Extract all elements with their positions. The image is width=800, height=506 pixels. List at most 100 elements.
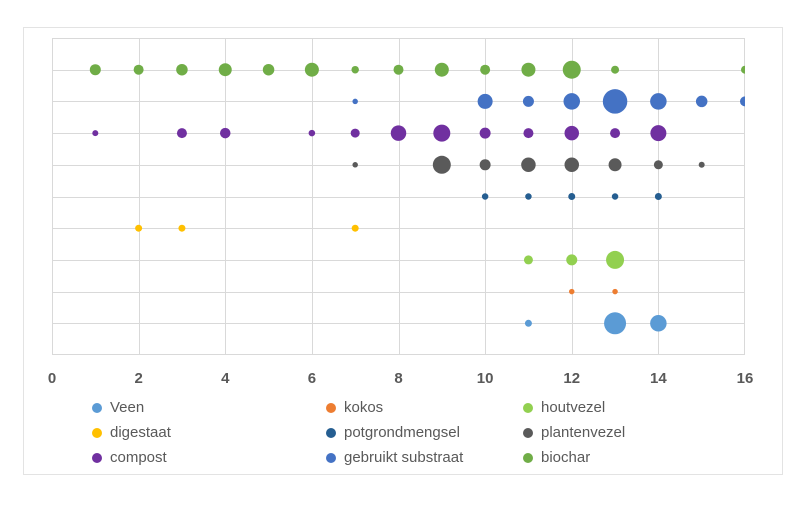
legend-marker-icon	[92, 427, 102, 438]
x-axis: 0 2 4 6 8 10 12 14 16	[24, 368, 782, 390]
data-point-biochar	[521, 62, 536, 77]
x-tick-label: 0	[47, 370, 57, 387]
legend-label: plantenvezel	[541, 424, 626, 441]
data-point-biochar	[611, 65, 620, 74]
data-point-compost	[390, 125, 407, 141]
data-point-gebruikt-substraat	[602, 89, 628, 114]
legend-item-compost: compost	[92, 450, 326, 465]
x-tick-label: 4	[221, 370, 230, 387]
data-point-plantenvezel	[521, 157, 536, 173]
legend-marker-icon	[523, 427, 533, 438]
legend-marker-icon	[326, 452, 336, 463]
x-tick-label: 16	[736, 370, 754, 387]
data-point-biochar	[351, 65, 359, 74]
data-point-biochar	[562, 60, 581, 79]
legend-label: digestaat	[110, 424, 171, 441]
data-point-digestaat	[135, 224, 143, 232]
data-point-houtvezel	[566, 254, 578, 266]
data-point-kokos	[612, 288, 618, 295]
plot-area	[52, 38, 745, 355]
data-point-plantenvezel	[432, 155, 451, 174]
data-point-compost	[650, 125, 667, 142]
data-point-kokos	[569, 288, 575, 295]
data-point-plantenvezel	[608, 158, 622, 172]
data-point-plantenvezel	[352, 162, 358, 168]
data-point-gebruikt-substraat	[352, 98, 358, 105]
data-point-biochar	[218, 63, 232, 77]
legend-marker-icon	[92, 402, 102, 413]
data-point-compost	[220, 127, 231, 139]
data-point-digestaat	[351, 224, 359, 232]
data-point-plantenvezel	[653, 160, 663, 170]
data-point-plantenvezel	[479, 159, 491, 171]
data-point-houtvezel	[523, 255, 533, 265]
chart-frame: 0 2 4 6 8 10 12 14 16 Veen kokos houtvezel digestaa…	[23, 27, 783, 475]
x-tick-label: 10	[476, 370, 494, 387]
data-point-compost	[433, 124, 451, 142]
data-point-veen	[524, 319, 532, 327]
legend-marker-icon	[92, 452, 102, 463]
data-point-gebruikt-substraat	[477, 93, 493, 109]
data-point-digestaat	[178, 224, 186, 232]
legend-item-plantenvezel: plantenvezel	[523, 425, 752, 440]
legend-label: potgrondmengsel	[344, 424, 460, 441]
data-point-compost	[350, 128, 360, 138]
data-point-biochar	[480, 64, 491, 75]
x-tick-label: 12	[563, 370, 581, 387]
legend-marker-icon	[326, 402, 336, 413]
data-point-biochar	[262, 63, 275, 76]
x-tick-label: 2	[134, 370, 143, 387]
legend-marker-icon	[326, 427, 336, 438]
data-point-potgrondmengsel	[568, 193, 576, 200]
data-point-biochar	[89, 64, 101, 76]
data-point-biochar	[304, 62, 319, 77]
legend-label: houtvezel	[541, 399, 606, 416]
legend-item-potgrondmengsel: potgrondmengsel	[326, 425, 523, 440]
legend-item-veen: Veen	[92, 400, 326, 415]
legend-marker-icon	[523, 402, 533, 413]
x-tick-label: 8	[394, 370, 403, 387]
data-point-veen	[650, 315, 667, 332]
data-point-gebruikt-substraat	[695, 95, 708, 108]
data-point-compost	[523, 128, 534, 139]
data-point-biochar	[434, 62, 449, 77]
data-point-gebruikt-substraat	[522, 95, 534, 107]
legend-label: kokos	[344, 399, 384, 416]
x-tick-label: 6	[307, 370, 317, 387]
legend-item-biochar: biochar	[523, 450, 752, 465]
data-point-veen	[604, 312, 627, 335]
data-point-houtvezel	[606, 250, 625, 269]
data-point-potgrondmengsel	[525, 193, 532, 200]
legend-item-kokos: kokos	[326, 400, 523, 415]
data-point-potgrondmengsel	[611, 193, 619, 200]
data-point-plantenvezel	[698, 161, 705, 168]
data-point-compost	[610, 128, 621, 139]
x-tick-label: 14	[650, 370, 667, 387]
legend-marker-icon	[523, 452, 533, 463]
legend-label: compost	[110, 449, 167, 466]
data-point-biochar	[176, 63, 188, 76]
data-point-compost	[479, 127, 491, 139]
data-point-compost	[564, 125, 579, 141]
legend-item-gebruikt-substraat: gebruikt substraat	[326, 450, 523, 465]
data-point-potgrondmengsel	[481, 193, 489, 200]
legend-label: gebruikt substraat	[344, 449, 464, 466]
plot-svg	[52, 38, 745, 355]
data-point-compost	[92, 130, 99, 137]
data-point-biochar	[741, 65, 745, 74]
data-point-gebruikt-substraat	[740, 96, 745, 107]
legend-label: Veen	[110, 399, 145, 416]
legend-item-digestaat: digestaat	[92, 425, 326, 440]
data-point-gebruikt-substraat	[650, 93, 667, 110]
legend-label: biochar	[541, 449, 591, 466]
legend: Veen kokos houtvezel digestaat potgrondmengs…	[92, 395, 752, 470]
data-point-biochar	[393, 64, 404, 75]
data-point-potgrondmengsel	[654, 193, 662, 200]
data-point-compost	[308, 129, 316, 137]
data-point-compost	[176, 128, 187, 139]
legend-item-houtvezel: houtvezel	[523, 400, 752, 415]
data-point-plantenvezel	[564, 157, 579, 173]
data-point-gebruikt-substraat	[563, 93, 580, 110]
data-point-biochar	[133, 64, 144, 75]
